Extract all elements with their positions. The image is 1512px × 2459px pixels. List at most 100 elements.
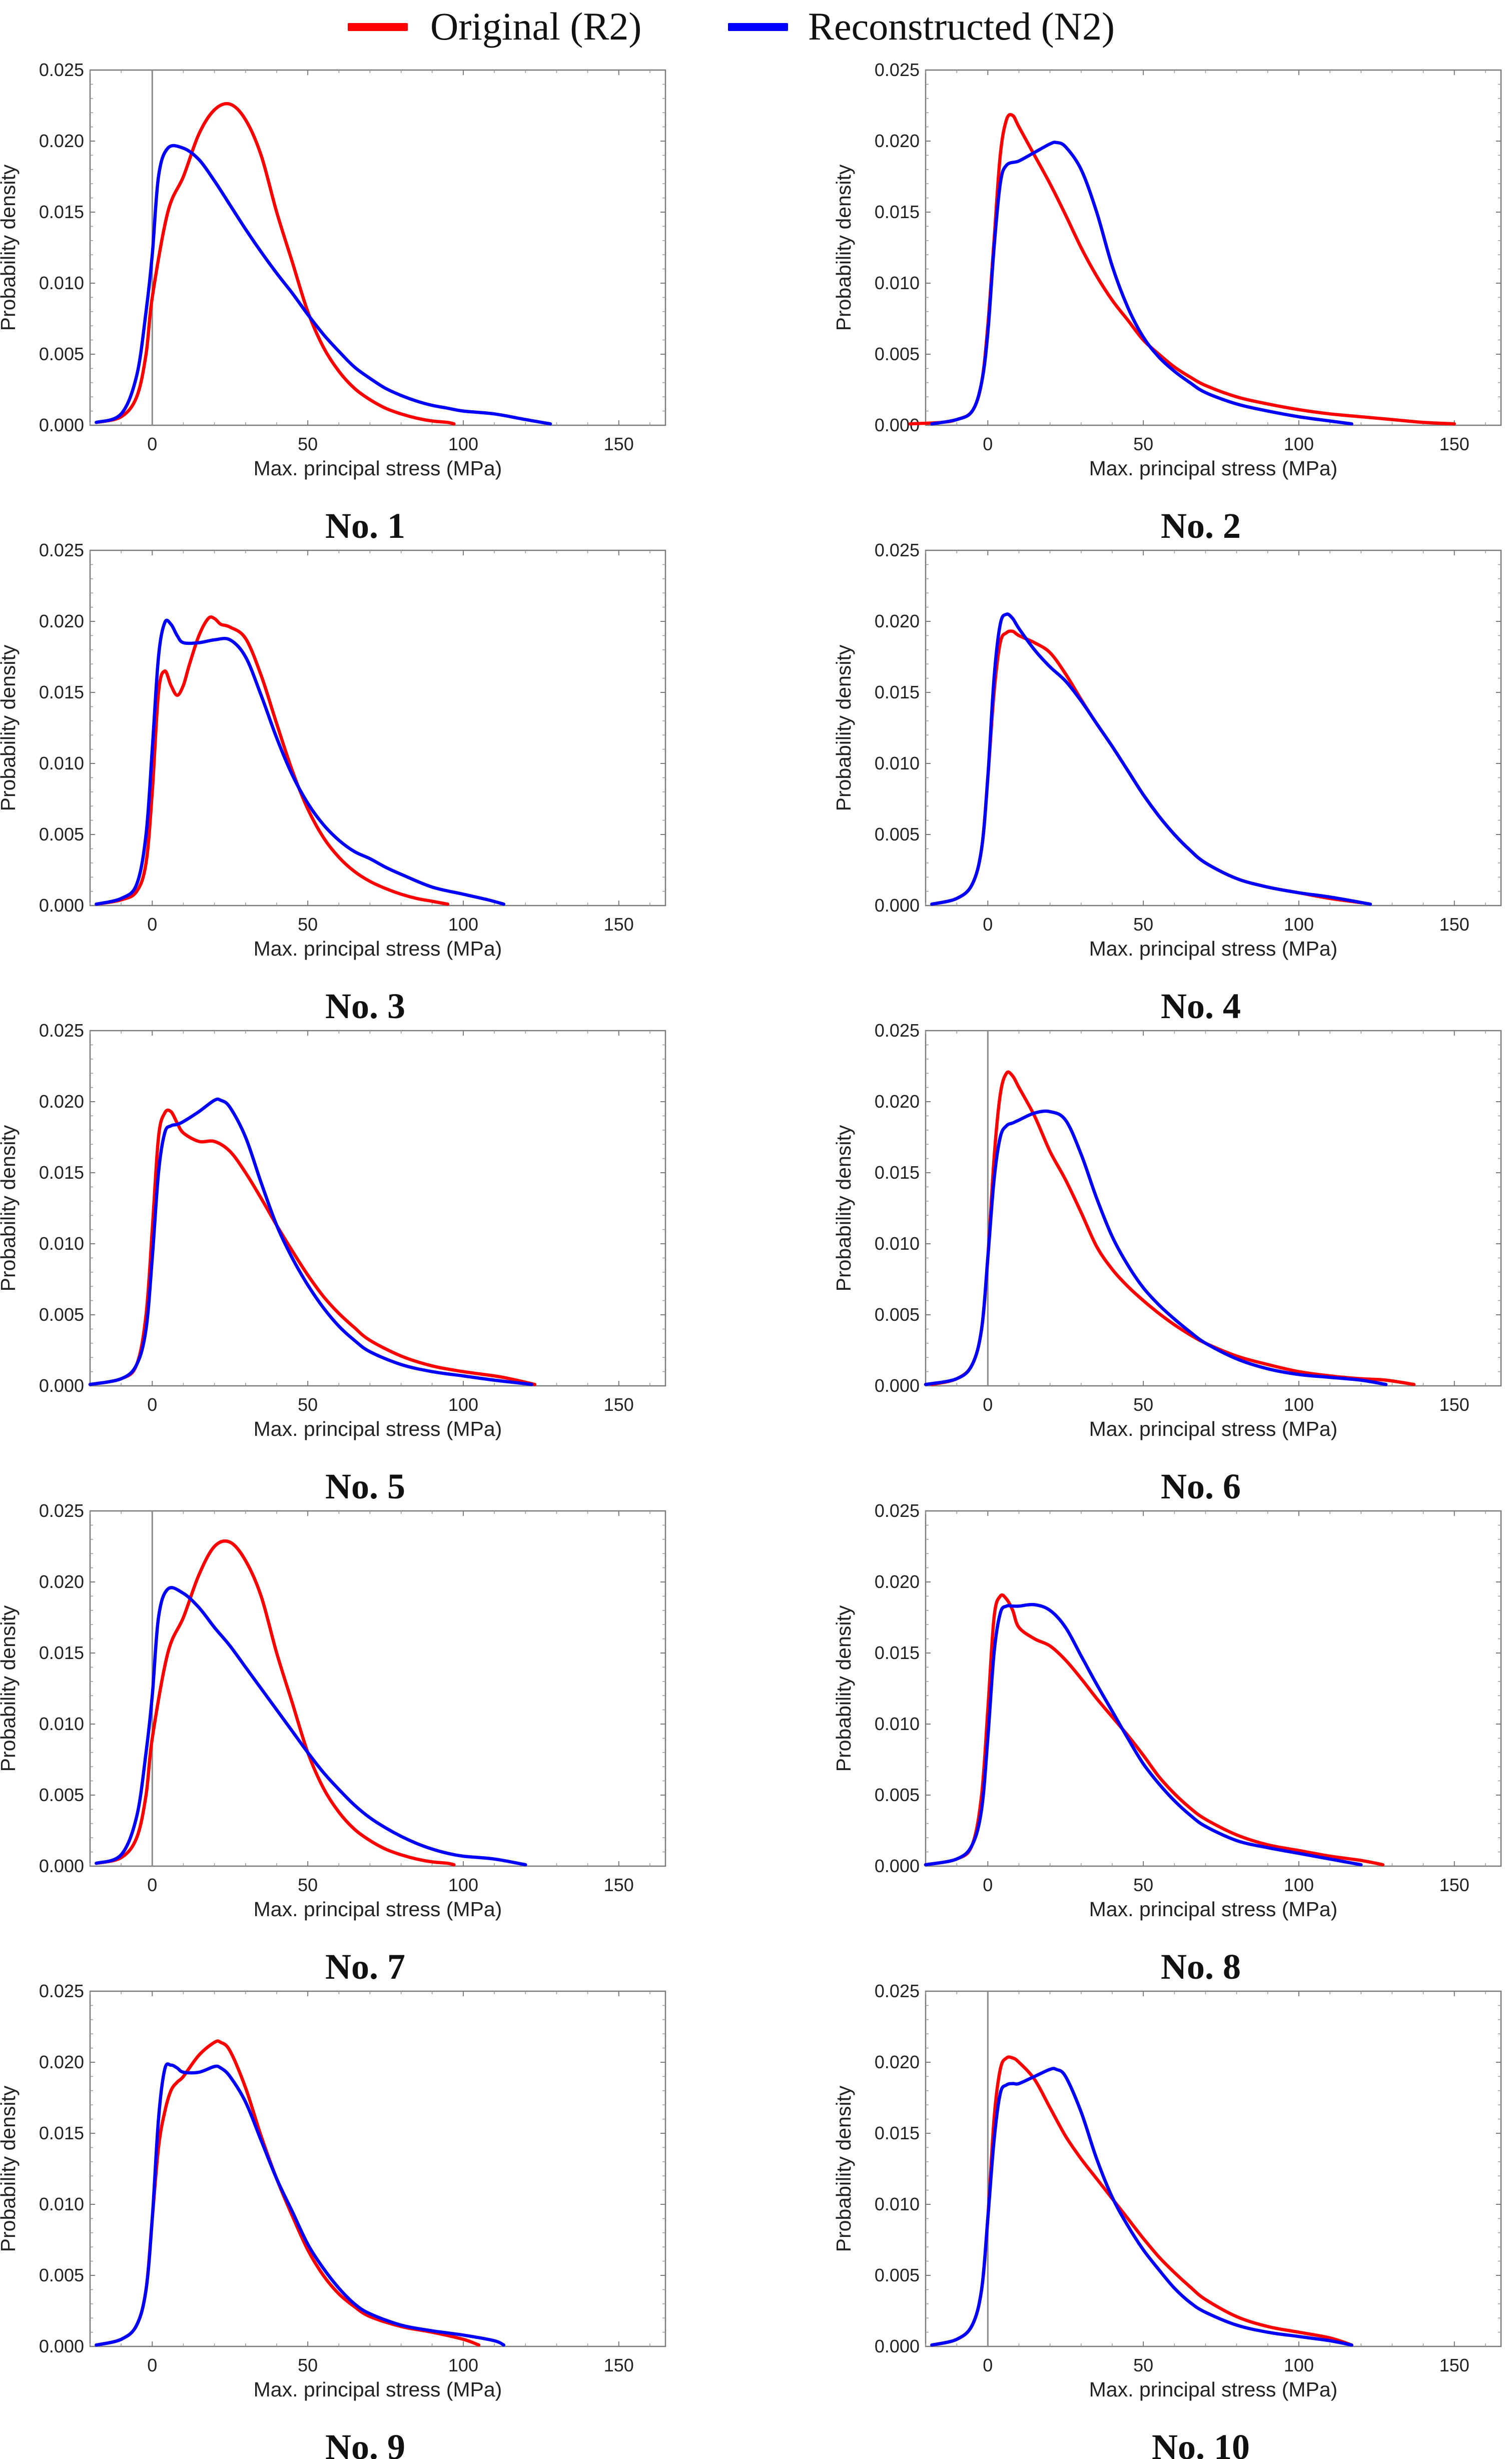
y-tick-label: 0.000 [39, 1375, 84, 1396]
y-tick-label: 0.010 [875, 753, 920, 773]
chart-panel-5: 0 50 100 150 0.000 0.005 0.010 0.015 0.020 0.025 M… [0, 1020, 666, 1506]
x-tick-label: 50 [1133, 1394, 1153, 1415]
y-tick-label: 0.000 [39, 895, 84, 916]
y-axis-label: Probability density [832, 164, 855, 331]
x-tick-label: 50 [1133, 2355, 1153, 2375]
y-tick-label: 0.010 [875, 2194, 920, 2214]
y-axis-label: Probability density [832, 1605, 855, 1772]
y-tick-label: 0.000 [875, 2336, 920, 2356]
y-tick-label: 0.020 [39, 1091, 84, 1112]
plot-frame [89, 1990, 666, 2347]
x-axis-label: Max. principal stress (MPa) [1089, 1898, 1338, 1921]
x-tick-label: 150 [604, 2355, 634, 2375]
y-tick-label: 0.015 [875, 1162, 920, 1183]
x-tick-label: 150 [1439, 914, 1469, 935]
panel-caption: No. 6 [1161, 1466, 1241, 1506]
y-tick-label: 0.020 [875, 131, 920, 151]
x-axis-label: Max. principal stress (MPa) [254, 457, 502, 480]
series-line-reconstructed [924, 1109, 1388, 1386]
y-axis-label: Probability density [0, 644, 20, 811]
x-tick-label: 50 [1133, 434, 1153, 454]
chart-panel-2: 0 50 100 1500.0000.0050.0100.0150.0200.025M… [832, 60, 1502, 546]
y-tick-label: 0.015 [39, 202, 84, 222]
y-tick-label: 0.005 [875, 2265, 920, 2285]
x-tick-label: 100 [1284, 1394, 1314, 1415]
x-tick-label: 100 [1284, 434, 1314, 454]
series-line-reconstructed [95, 2062, 506, 2347]
x-tick-label: 0 [983, 914, 993, 935]
y-tick-label: 0.005 [39, 824, 84, 845]
x-tick-label: 100 [1284, 914, 1314, 935]
x-tick-label: 100 [448, 2355, 478, 2375]
y-axis-label: Probability density [832, 644, 855, 811]
x-tick-label: 150 [604, 1875, 634, 1895]
y-tick-label: 0.015 [875, 682, 920, 702]
y-tick-label: 0.000 [875, 1856, 920, 1876]
y-tick-label: 0.000 [39, 415, 84, 435]
series-line-reconstructed [930, 141, 1353, 426]
x-tick-label: 0 [147, 2355, 157, 2375]
y-tick-label: 0.000 [39, 2336, 84, 2356]
series-line-reconstructed [95, 144, 552, 426]
x-axis-label: Max. principal stress (MPa) [254, 1417, 502, 1440]
y-tick-label: 0.020 [39, 2052, 84, 2072]
series-line-reconstructed [930, 612, 1372, 906]
x-axis-label: Max. principal stress (MPa) [1089, 937, 1338, 960]
y-tick-label: 0.025 [875, 1020, 920, 1041]
y-tick-label: 0.005 [39, 1304, 84, 1325]
x-axis-label: Max. principal stress (MPa) [254, 2378, 502, 2401]
plot-frame [89, 549, 666, 907]
plot-frame [925, 1990, 1502, 2347]
series-line-original [88, 1108, 537, 1386]
y-tick-label: 0.010 [39, 2194, 84, 2214]
y-tick-label: 0.010 [875, 1233, 920, 1254]
x-tick-label: 50 [298, 2355, 318, 2375]
x-tick-label: 150 [1439, 2355, 1469, 2375]
panel-caption: No. 1 [325, 506, 405, 546]
x-tick-label: 0 [983, 1875, 993, 1895]
x-tick-label: 0 [147, 914, 157, 935]
legend-swatch-original [348, 23, 408, 31]
panel-caption: No. 8 [1161, 1947, 1241, 1987]
chart-panel-6: 0 50 100 150 0.000 0.005 0.010 0.015 0.020 0.025 M… [832, 1020, 1502, 1506]
series-line-original [930, 2055, 1353, 2347]
chart-panel-1: 0 50 100 150 0.000 0.005 0.010 0.015 0.020 0.025 M… [0, 60, 666, 546]
x-tick-label: 100 [448, 1394, 478, 1415]
y-tick-label: 0.010 [39, 1233, 84, 1254]
y-tick-label: 0.015 [875, 2123, 920, 2143]
y-tick-label: 0.010 [875, 273, 920, 293]
plot-frame [89, 1510, 666, 1867]
plot-frame [925, 69, 1502, 426]
y-tick-label: 0.015 [39, 2123, 84, 2143]
y-tick-label: 0.005 [875, 824, 920, 845]
series-line-reconstructed [924, 1602, 1363, 1867]
series-line-original [930, 629, 1363, 906]
x-tick-label: 50 [1133, 1875, 1153, 1895]
series-line-original [930, 1070, 1416, 1386]
legend-label-reconstructed: Reconstructed (N2) [808, 5, 1115, 48]
x-tick-label: 100 [1284, 1875, 1314, 1895]
y-tick-label: 0.010 [39, 1714, 84, 1734]
panel-caption: No. 5 [325, 1466, 405, 1506]
plot-frame [925, 1030, 1502, 1387]
series-line-original [95, 615, 450, 906]
x-tick-label: 150 [604, 1394, 634, 1415]
panel-caption: No. 10 [1152, 2427, 1250, 2459]
panel-caption: No. 2 [1161, 506, 1241, 546]
series-line-reconstructed [95, 1586, 527, 1867]
y-tick-label: 0.020 [39, 131, 84, 151]
y-tick-label: 0.010 [39, 273, 84, 293]
x-axis-label: Max. principal stress (MPa) [254, 1898, 502, 1921]
y-tick-label: 0.020 [39, 611, 84, 631]
x-tick-label: 0 [147, 1394, 157, 1415]
x-tick-label: 150 [604, 434, 634, 454]
x-tick-label: 150 [1439, 1875, 1469, 1895]
x-tick-label: 50 [298, 1875, 318, 1895]
y-tick-label: 0.020 [39, 1571, 84, 1592]
series-line-reconstructed [930, 2067, 1353, 2347]
x-tick-label: 150 [1439, 434, 1469, 454]
y-tick-label: 0.010 [39, 753, 84, 773]
series-line-reconstructed [88, 1097, 533, 1386]
chart-panel-3: 0 50 100 150 0.000 0.005 0.010 0.015 0.020 0.025 M… [0, 540, 666, 1026]
